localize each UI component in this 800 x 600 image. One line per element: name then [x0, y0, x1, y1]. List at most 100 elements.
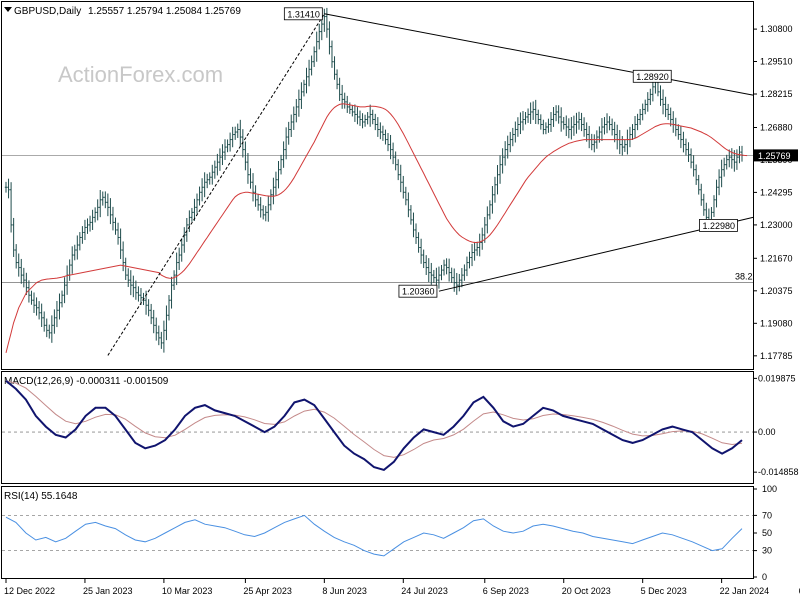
- price-bar: [442, 259, 446, 276]
- price-bar: [587, 125, 591, 149]
- price-bar: [419, 238, 423, 264]
- price-bar: [83, 219, 87, 241]
- price-bar: [600, 118, 604, 141]
- price-bar: [409, 205, 413, 225]
- price-bar: [626, 129, 629, 155]
- price-bar: [552, 106, 555, 127]
- price-bar: [295, 99, 298, 123]
- price-bar: [475, 241, 479, 256]
- x-tick-label: 8 Jun 2023: [322, 586, 367, 596]
- macd-y-tick-label: -0.014858: [758, 467, 799, 477]
- price-bar: [384, 129, 387, 145]
- price-bar: [40, 303, 43, 327]
- price-bar: [177, 247, 181, 270]
- price-bar: [572, 115, 576, 136]
- price-bar: [641, 103, 644, 121]
- price-bar: [43, 311, 46, 332]
- price-bar: [152, 309, 155, 334]
- price-bar: [534, 99, 537, 125]
- price-bar: [689, 148, 693, 169]
- price-bar: [547, 118, 550, 133]
- price-bar: [251, 173, 255, 202]
- price-bar: [205, 173, 209, 189]
- price-bar: [585, 122, 588, 142]
- price-bar: [598, 126, 601, 143]
- price-annotation-label: 1.31410: [287, 9, 320, 19]
- price-bar: [25, 272, 28, 296]
- rsi-y-tick-label: 30: [762, 546, 772, 556]
- price-bar: [254, 185, 257, 207]
- price-bar: [567, 118, 571, 139]
- rsi-y-tick-label: 0: [762, 572, 767, 582]
- price-bar: [162, 320, 166, 353]
- price-bar: [542, 119, 545, 135]
- price-bar: [565, 115, 568, 137]
- price-bar: [394, 151, 397, 171]
- price-bar: [692, 155, 695, 177]
- price-bar: [129, 270, 132, 296]
- price-bar: [348, 102, 352, 114]
- price-bar: [613, 121, 616, 143]
- price-bar: [307, 59, 311, 87]
- macd-signal-line: [5, 380, 743, 458]
- price-bar: [621, 136, 624, 156]
- rsi-title: RSI(14) 55.1648: [4, 491, 78, 502]
- x-tick-label: 25 Apr 2023: [243, 586, 292, 596]
- price-bar: [445, 258, 448, 275]
- price-bar: [374, 113, 377, 131]
- price-bar: [236, 123, 239, 138]
- chart-symbol: GBPUSD,Daily: [14, 6, 81, 17]
- y-tick-label: 1.20375: [760, 286, 793, 296]
- y-tick-label: 1.26880: [760, 123, 793, 133]
- price-bar: [524, 111, 527, 125]
- chart-ohlc: 1.25557 1.25794 1.25084 1.25769: [88, 6, 241, 17]
- price-bar: [465, 256, 469, 277]
- price-bar: [200, 178, 204, 202]
- price-bar: [20, 258, 23, 284]
- price-bar: [4, 181, 8, 193]
- price-bar: [188, 210, 191, 232]
- price-bar: [71, 246, 74, 274]
- price-bar: [264, 205, 267, 222]
- price-bar: [68, 259, 71, 281]
- price-bar: [358, 110, 362, 126]
- price-bar: [717, 169, 721, 196]
- price-bar: [366, 112, 369, 125]
- y-tick-label: 1.30800: [760, 24, 793, 34]
- price-bar: [361, 113, 364, 129]
- price-bar: [644, 99, 647, 115]
- price-bar: [605, 113, 609, 134]
- price-bar: [37, 301, 41, 320]
- price-bar: [638, 109, 642, 125]
- price-bar: [730, 148, 734, 169]
- price-bar: [290, 114, 293, 137]
- price-bar: [104, 191, 107, 209]
- price-bar: [310, 55, 313, 76]
- price-bar: [684, 138, 688, 156]
- y-tick-label: 1.24295: [760, 187, 793, 197]
- price-bar: [677, 124, 680, 140]
- price-bar: [180, 238, 183, 262]
- price-annotation-label: 1.20360: [402, 287, 435, 297]
- fib-level-label: 38.2: [735, 272, 753, 282]
- price-bar: [86, 218, 89, 234]
- price-annotation-box: [699, 219, 738, 232]
- price-bar: [666, 103, 670, 120]
- price-bar: [356, 107, 359, 125]
- x-tick-label: 22 Jan 2024: [720, 586, 770, 596]
- y-tick-label: 1.21670: [760, 253, 793, 263]
- price-bars: [4, 7, 744, 353]
- price-bar: [195, 193, 199, 214]
- price-bar: [669, 107, 672, 127]
- watermark: ActionForex.com: [58, 62, 223, 87]
- price-bar: [91, 209, 94, 231]
- price-bar: [302, 79, 306, 97]
- price-bar: [155, 317, 158, 341]
- price-bar: [292, 106, 295, 130]
- price-bar: [712, 195, 716, 217]
- price-bar: [651, 79, 655, 102]
- y-tick-label: 1.29510: [760, 56, 793, 66]
- price-bar: [694, 164, 698, 185]
- price-annotation-box: [632, 69, 672, 83]
- price-bar: [157, 325, 161, 346]
